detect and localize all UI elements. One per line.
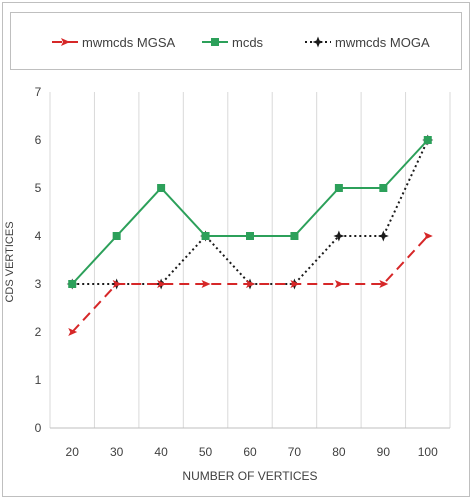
series-layer [66,134,434,336]
legend-entry: mcds [202,35,264,50]
x-axis-title: NUMBER OF VERTICES [182,469,317,483]
legend-label: mwmcds MOGA [335,35,430,50]
x-tick-label: 60 [243,445,257,459]
x-tick-label: 20 [66,445,80,459]
data-point [377,230,389,242]
legend-label: mwmcds MGSA [82,35,176,50]
series-group [68,232,433,336]
grid-layer [49,92,451,428]
y-tick-label: 5 [35,181,42,195]
x-tick-label: 50 [199,445,213,459]
data-point [290,280,300,288]
series-group [66,134,434,290]
legend-label: mcds [232,35,264,50]
data-point [379,184,388,192]
data-point [112,280,122,288]
y-tick-label: 0 [35,421,42,435]
x-tick-label: 40 [154,445,168,459]
x-tick-label: 30 [110,445,124,459]
data-point [201,232,210,240]
data-point [68,328,78,336]
data-point [201,280,211,288]
data-point [334,184,343,192]
x-tick-label: 100 [418,445,438,459]
y-tick-label: 3 [35,277,42,291]
series-line [71,139,429,285]
y-tick-label: 1 [35,373,42,387]
x-tick-label: 80 [332,445,346,459]
data-point [157,280,167,288]
y-tick-label: 4 [35,229,42,243]
chart-frame [2,2,470,497]
data-point [379,280,389,288]
x-tick-label: 90 [377,445,391,459]
axis-layer: 0 1 2 3 4 5 6 7 20 30 40 50 60 70 80 90 100 [35,85,450,459]
data-point [290,232,299,240]
data-point [157,184,166,192]
legend-swatch-marker [312,36,324,48]
data-point [112,232,121,240]
y-tick-label: 6 [35,133,42,147]
data-point [333,230,345,242]
y-axis-title: CDS VERTICES [4,221,16,302]
data-point [68,280,77,288]
legend-layer: mwmcds MGSA mcds mwmcds MOGA [52,35,430,50]
legend-swatch-marker [211,38,219,46]
x-tick-label: 70 [288,445,302,459]
data-point [334,280,344,288]
legend-swatch-marker [61,38,70,46]
data-point [423,232,433,240]
y-tick-label: 2 [35,325,42,339]
data-point [423,136,432,144]
legend-entry: mwmcds MGSA [52,35,176,50]
data-point [246,232,254,240]
data-point [246,280,255,288]
y-tick-label: 7 [35,85,42,99]
legend-box [10,12,462,70]
series-group [68,136,432,288]
legend-entry: mwmcds MOGA [305,35,430,50]
series-line [72,139,429,285]
